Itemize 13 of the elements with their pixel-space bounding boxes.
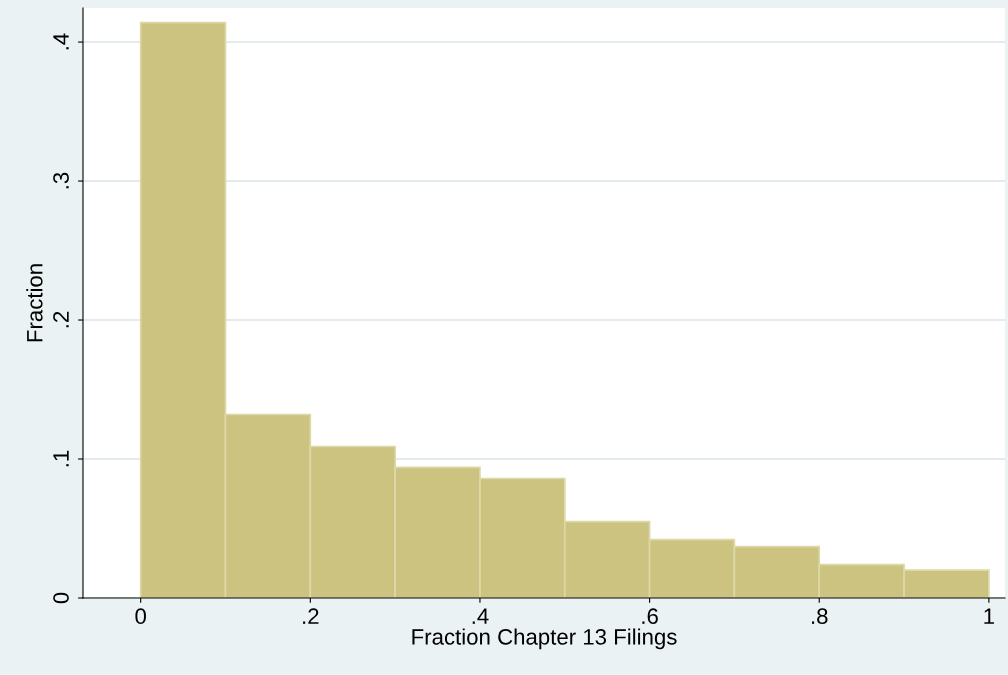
x-tick-label: 1 <box>984 608 994 624</box>
y-tick-label: .1 <box>53 450 69 467</box>
y-axis-title: Fraction <box>26 264 43 342</box>
x-tick-label: .8 <box>812 608 828 625</box>
y-tick-label: 0 <box>53 592 69 604</box>
y-tick-label: .2 <box>53 311 69 328</box>
x-axis-title: Fraction Chapter 13 Filings <box>412 628 677 650</box>
y-tick-label: .4 <box>53 33 69 50</box>
x-tick-label: .2 <box>303 608 319 624</box>
y-tick-label: .3 <box>53 172 69 189</box>
x-tick-label: .6 <box>642 608 658 625</box>
x-tick-label: .4 <box>472 608 489 624</box>
x-tick-label: 0 <box>135 608 146 625</box>
